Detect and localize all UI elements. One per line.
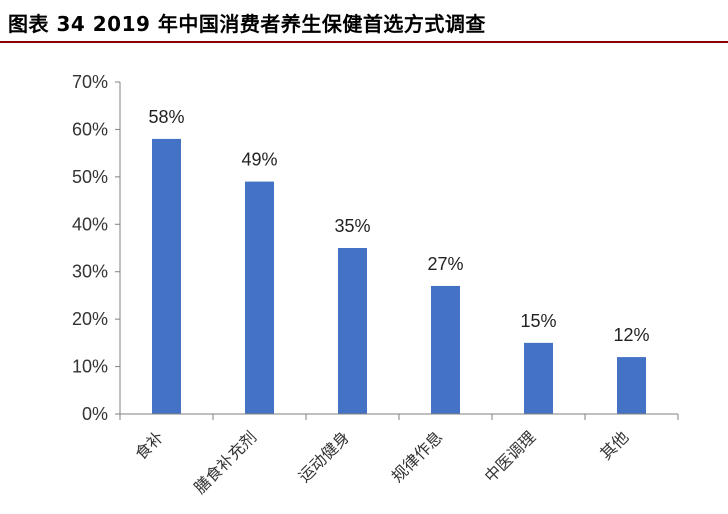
- data-label: 35%: [334, 216, 370, 236]
- title-divider: [0, 41, 728, 43]
- y-tick-label: 0%: [82, 404, 108, 424]
- bar-series: 58% 49% 35% 27% 15% 12%: [148, 107, 650, 414]
- y-tick-label: 60%: [72, 119, 108, 139]
- bar-2: [245, 181, 274, 414]
- bar-6: [617, 357, 646, 414]
- y-tick-label: 50%: [72, 167, 108, 187]
- y-tick-label: 10%: [72, 357, 108, 377]
- x-category-label: 食补: [131, 427, 167, 463]
- y-axis: 0% 10% 20% 30% 40% 50% 60% 70%: [72, 72, 121, 424]
- x-category-label: 中医调理: [481, 427, 540, 486]
- x-category-label: 规律作息: [388, 427, 447, 486]
- x-category-label: 膳食补充剂: [190, 427, 260, 497]
- data-label: 49%: [241, 150, 277, 170]
- chart-title: 图表 34 2019 年中国消费者养生保健首选方式调查: [8, 12, 486, 36]
- x-axis: 食补 膳食补充剂 运动健身 规律作息 中医调理 其他: [119, 413, 679, 497]
- x-category-label: 其他: [596, 427, 632, 463]
- x-category-label: 运动健身: [295, 427, 354, 486]
- data-label: 12%: [613, 325, 649, 345]
- y-tick-label: 20%: [72, 309, 108, 329]
- bar-4: [431, 285, 460, 414]
- y-tick-label: 40%: [72, 214, 108, 234]
- data-label: 15%: [520, 311, 556, 331]
- data-label: 58%: [148, 107, 184, 127]
- y-tick-label: 30%: [72, 262, 108, 282]
- bar-3: [338, 248, 367, 414]
- y-tick-label: 70%: [72, 72, 108, 92]
- bar-5: [524, 342, 553, 414]
- bar-1: [152, 138, 181, 414]
- data-label: 27%: [427, 254, 463, 274]
